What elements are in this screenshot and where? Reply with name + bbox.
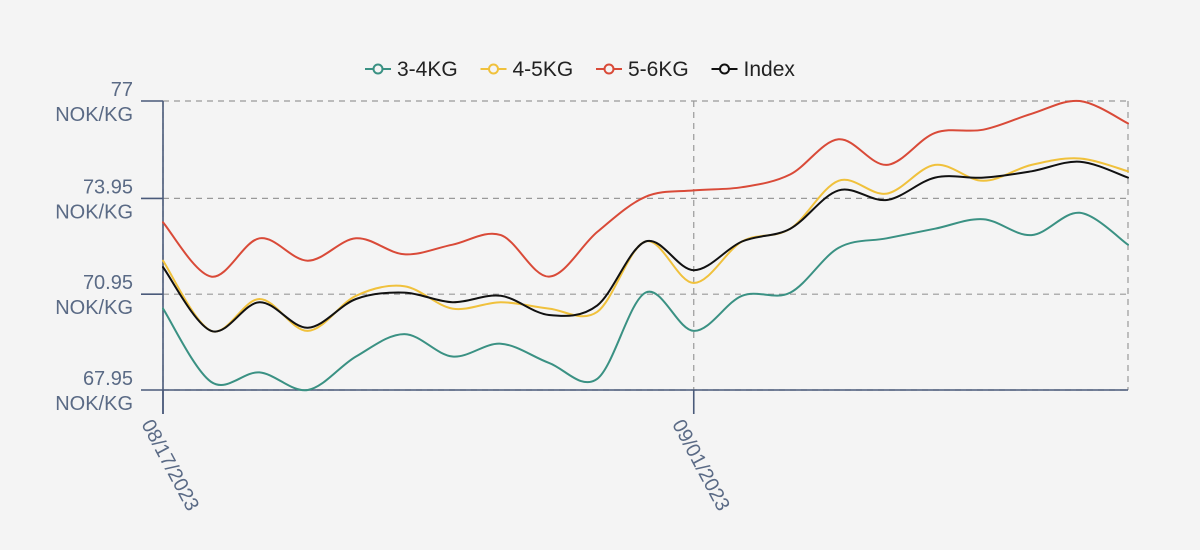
y-tick-unit-3: NOK/KG [55,393,133,415]
series-line-index [162,160,1129,333]
y-tick-unit-2: NOK/KG [55,297,133,319]
series-lines [162,99,1129,392]
legend-item-3-4kg[interactable]: 3-4KG [365,58,458,81]
y-tick-label-3: 67.95 [83,368,133,390]
legend-marker-5-6kg [603,63,615,75]
x-axis-ticks: 08/17/2023 09/01/2023 [137,390,734,515]
y-tick-label-0: 77 [111,79,133,101]
y-tick-unit-1: NOK/KG [55,201,133,223]
legend-label-5-6kg: 5-6KG [628,58,689,81]
y-axis-ticks: 77 NOK/KG 73.95 NOK/KG 70.95 NOK/KG 67.95 NOK/K… [55,79,163,415]
legend-label-index: Index [744,58,796,81]
legend-marker-index [719,63,730,75]
grid [162,100,1129,391]
x-tick-label-1: 09/01/2023 [667,416,733,515]
legend-label-4-5kg: 4-5KG [513,58,574,81]
legend-label-3-4kg: 3-4KG [397,58,458,81]
legend-marker-4-5kg [488,63,499,75]
y-tick-label-1: 73.95 [83,176,133,198]
legend[interactable]: 3-4KG 4-5KG 5-6KG Index [365,58,795,81]
legend-marker-3-4kg [372,63,384,75]
legend-item-4-5kg[interactable]: 4-5KG [480,58,574,81]
series-line-3-4kg [162,211,1129,392]
legend-item-index[interactable]: Index [711,58,796,81]
y-tick-label-2: 70.95 [83,272,133,294]
series-line-4-5kg [162,157,1129,333]
x-tick-label-0: 08/17/2023 [137,416,203,515]
series-line-5-6kg [162,99,1129,278]
legend-item-5-6kg[interactable]: 5-6KG [596,58,689,81]
y-tick-unit-0: NOK/KG [55,104,133,126]
axes [162,101,1128,414]
